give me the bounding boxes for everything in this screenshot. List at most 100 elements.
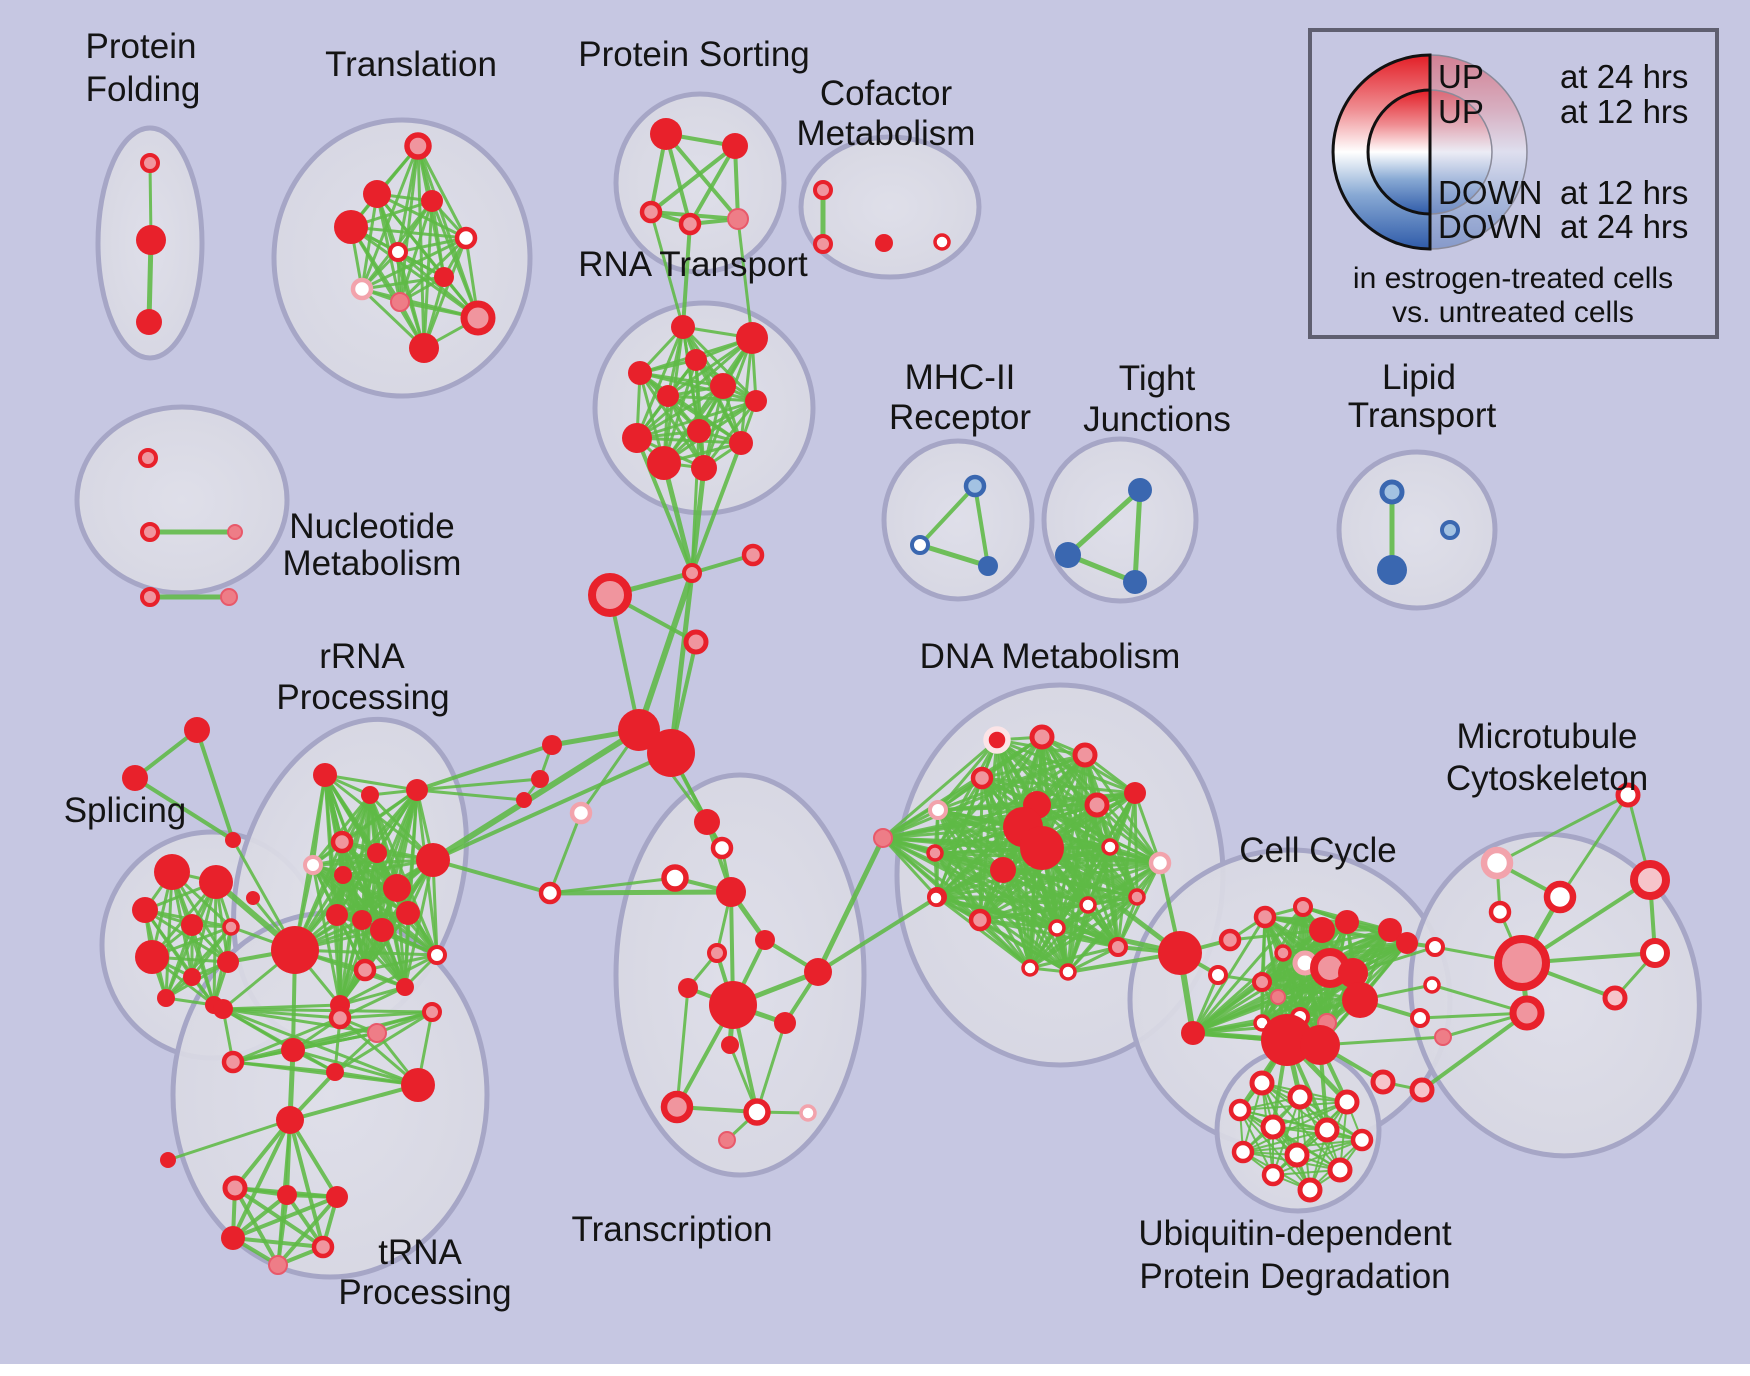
edge xyxy=(1242,1101,1348,1153)
edge xyxy=(548,876,677,895)
edge xyxy=(736,217,754,340)
edge xyxy=(311,858,435,867)
node-cc19 xyxy=(1218,928,1242,952)
cluster-label-rt-0: RNA Transport xyxy=(578,245,808,284)
cluster-label-ps-0: Protein Sorting xyxy=(578,35,810,74)
node-tn11 xyxy=(326,1186,348,1208)
node-rt7 xyxy=(622,423,652,453)
edge xyxy=(231,1010,434,1064)
edge xyxy=(1191,941,1409,1035)
node-cc1 xyxy=(1293,897,1313,917)
edge xyxy=(1558,793,1630,899)
cluster-label-ub-1: Protein Degradation xyxy=(1139,1257,1450,1296)
node-tg2 xyxy=(225,832,241,848)
node-rt6 xyxy=(745,390,767,412)
edge xyxy=(978,918,1032,970)
node-ub0 xyxy=(1249,1070,1275,1096)
edge xyxy=(1065,487,1143,558)
node-ps3 xyxy=(678,212,702,236)
cluster-ellipse-mt xyxy=(1408,831,1702,1159)
cluster-label-lt-1: Transport xyxy=(1348,396,1497,435)
node-mt10 xyxy=(1630,860,1670,900)
node-mt12 xyxy=(1615,782,1641,808)
edge xyxy=(195,728,235,842)
edge xyxy=(1039,845,1183,956)
legend-time-3: at 24 hrs xyxy=(1560,208,1688,245)
node-rt10 xyxy=(647,446,681,480)
node-nm3 xyxy=(140,587,160,607)
node-dm21 xyxy=(1021,959,1039,977)
edge xyxy=(1108,845,1139,899)
node-dm19 xyxy=(1079,896,1097,914)
edge xyxy=(293,858,435,952)
cluster-label-rr-1: Processing xyxy=(276,678,449,717)
node-rr6 xyxy=(334,866,352,884)
edge xyxy=(233,1118,292,1190)
node-tn2 xyxy=(221,1050,245,1074)
cluster-label-nm-1: Metabolism xyxy=(283,544,462,583)
node-tc2 xyxy=(661,864,689,892)
cluster-label-tr-0: Translation xyxy=(325,45,497,84)
node-ub1 xyxy=(1287,1084,1313,1110)
edge xyxy=(635,325,685,440)
node-tj0 xyxy=(1128,478,1152,502)
edge xyxy=(398,199,434,304)
node-rr1 xyxy=(361,786,379,804)
node-lt0 xyxy=(1379,479,1405,505)
edge xyxy=(338,1016,420,1087)
edge xyxy=(133,776,235,842)
node-cc15 xyxy=(1396,932,1418,954)
node-cn3 xyxy=(683,629,709,655)
edge xyxy=(816,896,938,974)
node-rt2 xyxy=(628,361,652,385)
node-rr11 xyxy=(370,918,394,942)
node-ub8 xyxy=(1284,1142,1310,1168)
node-dm5 xyxy=(873,828,893,848)
node-tr10 xyxy=(409,333,439,363)
node-ub5 xyxy=(1314,1117,1340,1143)
cluster-label-mh-1: Receptor xyxy=(889,398,1031,437)
edge xyxy=(1055,926,1120,949)
edge xyxy=(978,918,1120,949)
node-tn0 xyxy=(213,999,233,1019)
node-cn11 xyxy=(927,889,945,907)
node-tc12 xyxy=(743,1098,771,1126)
edge xyxy=(396,236,468,254)
node-ub7 xyxy=(1231,1140,1255,1164)
node-cc2 xyxy=(1274,944,1292,962)
node-dm0 xyxy=(983,726,1011,754)
node-rr2 xyxy=(406,779,428,801)
edge xyxy=(164,925,233,1000)
node-dm15 xyxy=(926,844,944,862)
node-tn14 xyxy=(268,1255,288,1275)
node-tc11 xyxy=(660,1090,694,1124)
node-tc14 xyxy=(718,1131,736,1149)
node-tr0 xyxy=(404,132,432,160)
node-ps0 xyxy=(650,118,682,150)
node-mt1 xyxy=(1543,880,1577,914)
cluster-label-mt-0: Microtubule xyxy=(1457,717,1638,756)
node-rr15 xyxy=(353,958,377,982)
node-rt0 xyxy=(671,315,695,339)
node-dm10 xyxy=(1084,792,1110,818)
edge xyxy=(1261,1082,1341,1171)
node-rr9 xyxy=(326,904,348,926)
node-mh1 xyxy=(910,535,930,555)
cluster-label-dm-0: DNA Metabolism xyxy=(920,637,1181,676)
node-cc6 xyxy=(1335,910,1359,934)
node-rr5 xyxy=(367,843,387,863)
edge xyxy=(430,727,642,863)
edge xyxy=(1242,1129,1328,1153)
node-tr1 xyxy=(363,180,391,208)
node-ub6 xyxy=(1350,1128,1374,1152)
node-dm20 xyxy=(1108,937,1128,957)
node-tj2 xyxy=(1123,570,1147,594)
node-mt2 xyxy=(1488,900,1512,924)
edge xyxy=(1035,791,1137,807)
edge xyxy=(233,1186,280,1267)
node-dm12 xyxy=(1101,838,1119,856)
node-rt4 xyxy=(710,373,736,399)
node-tr5 xyxy=(388,242,408,262)
edge xyxy=(933,851,1059,930)
